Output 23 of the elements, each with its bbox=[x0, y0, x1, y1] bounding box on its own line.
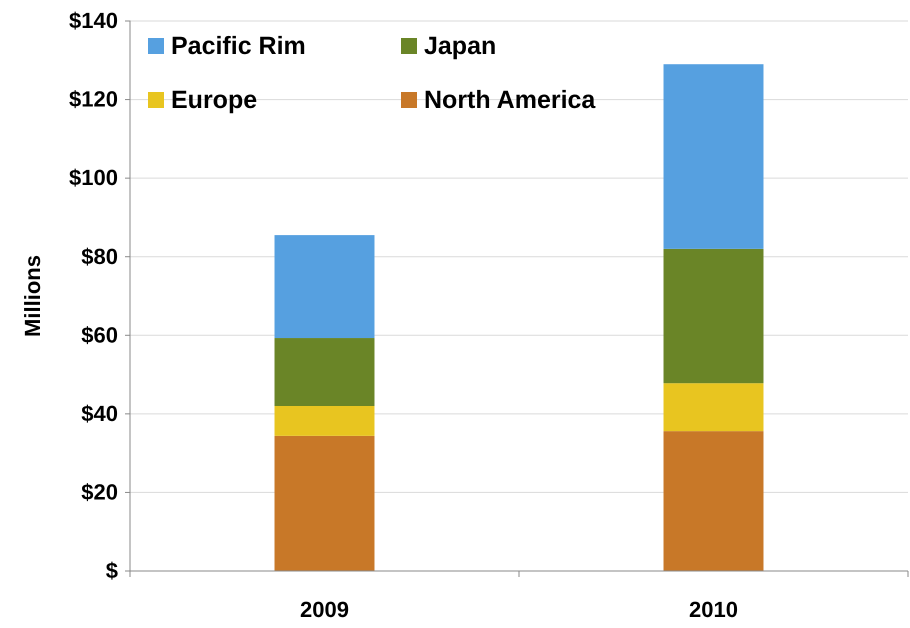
y-tick-label: $40 bbox=[81, 400, 118, 426]
bar bbox=[274, 436, 374, 571]
y-tick-label: $ bbox=[106, 558, 118, 584]
y-tick-label: $140 bbox=[69, 8, 118, 34]
bar bbox=[664, 383, 764, 432]
legend-label: Japan bbox=[424, 32, 496, 60]
bar bbox=[664, 431, 764, 571]
y-tick-label: $80 bbox=[81, 244, 118, 269]
bar bbox=[274, 338, 374, 406]
y-tick-label: $120 bbox=[69, 86, 118, 112]
y-tick-label: $20 bbox=[81, 479, 118, 504]
y-tick-label: $100 bbox=[69, 165, 118, 190]
y-tick-label: $60 bbox=[81, 322, 118, 348]
legend-label: Pacific Rim bbox=[171, 32, 306, 60]
bar bbox=[664, 64, 764, 249]
x-tick-label: 2009 bbox=[300, 597, 349, 622]
bar bbox=[274, 406, 374, 436]
legend-label: North America bbox=[424, 86, 596, 114]
x-tick-label: 2010 bbox=[689, 597, 738, 622]
bar bbox=[274, 235, 374, 338]
legend-label: Europe bbox=[171, 86, 258, 114]
y-axis-title: Millions bbox=[20, 255, 45, 337]
bar bbox=[664, 248, 764, 384]
